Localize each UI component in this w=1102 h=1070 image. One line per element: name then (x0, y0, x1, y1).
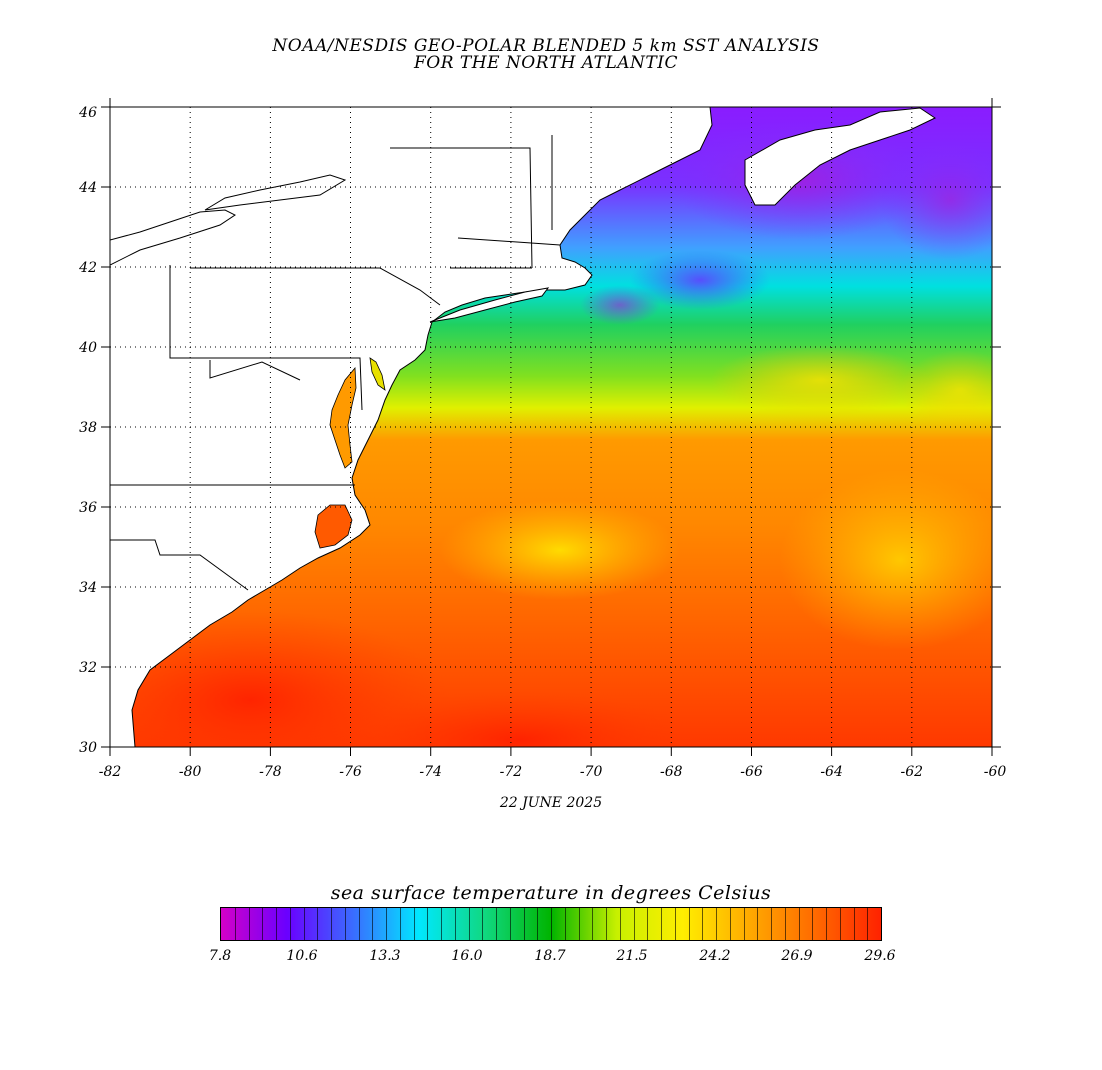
axis-ticks (101, 98, 1001, 756)
x-tick-label: -60 (984, 764, 1007, 780)
colorbar-segment-tick (839, 908, 841, 940)
colorbar (220, 907, 882, 941)
colorbar-segment-tick (427, 908, 429, 940)
sst-map: -82 -80 -78 -76 -74 -72 -70 -68 -66 -64 … (78, 98, 1007, 780)
colorbar-segment-tick (798, 908, 800, 940)
colorbar-segment-tick (234, 908, 236, 940)
nova-scotia (744, 107, 937, 206)
x-tick-label: -76 (339, 764, 362, 780)
colorbar-segment-tick (867, 908, 869, 940)
colorbar-segment-tick (523, 908, 525, 940)
x-axis-labels: -82 -80 -78 -76 -74 -72 -70 -68 -66 -64 … (99, 764, 1007, 780)
colorbar-segment-tick (537, 908, 539, 940)
colorbar-segment-tick (633, 908, 635, 940)
x-tick-label: -74 (419, 764, 442, 780)
colorbar-segment-tick (729, 908, 731, 940)
x-tick-label: -78 (259, 764, 282, 780)
colorbar-segment-tick (358, 908, 360, 940)
colorbar-label: 7.8 (208, 948, 232, 964)
y-tick-label: 38 (79, 420, 97, 436)
colorbar-segment-tick (454, 908, 456, 940)
colorbar-segment-tick (757, 908, 759, 940)
pamlico-sound (314, 504, 353, 549)
map-title-line-1: NOAA/NESDIS GEO-POLAR BLENDED 5 km SST A… (272, 36, 820, 56)
colorbar-segment-tick (276, 908, 277, 940)
y-tick-label: 40 (78, 340, 97, 356)
colorbar-segment-tick (688, 908, 690, 940)
y-tick-label: 34 (79, 580, 97, 596)
colorbar-segment-tick (661, 908, 662, 940)
y-axis-labels: 30 32 34 36 38 40 42 44 46 (78, 105, 97, 756)
state-borders (110, 135, 561, 591)
colorbar-segment-tick (386, 908, 387, 940)
y-tick-label: 42 (78, 260, 97, 276)
colorbar-label: 29.6 (864, 948, 896, 964)
colorbar-segment-tick (344, 908, 346, 940)
colorbar-segment-tick (303, 908, 305, 940)
x-tick-label: -82 (99, 764, 122, 780)
map-title-line-2: FOR THE NORTH ATLANTIC (414, 53, 678, 73)
x-tick-label: -66 (740, 764, 763, 780)
delaware-bay (369, 357, 386, 391)
colorbar-segment-tick (372, 908, 374, 940)
y-tick-label: 44 (78, 180, 97, 196)
colorbar-segment-tick (578, 908, 580, 940)
x-tick-label: -62 (901, 764, 924, 780)
analysis-date: 22 JUNE 2025 (499, 795, 603, 811)
graticule (110, 107, 992, 747)
colorbar-segment-tick (606, 908, 607, 940)
colorbar-segment-tick (826, 908, 827, 940)
y-tick-label: 32 (79, 660, 97, 676)
colorbar-segment-tick (592, 908, 594, 940)
x-tick-label: -70 (580, 764, 603, 780)
colorbar-segment-tick (482, 908, 484, 940)
colorbar-segment-tick (399, 908, 401, 940)
colorbar-label: 21.5 (616, 948, 648, 964)
x-tick-label: -72 (500, 764, 523, 780)
colorbar-segment-tick (853, 908, 855, 940)
colorbar-label: 24.2 (699, 948, 731, 964)
x-tick-label: -64 (820, 764, 843, 780)
colorbar-label: 26.9 (781, 948, 813, 964)
x-tick-label: -68 (660, 764, 683, 780)
colorbar-segment-tick (716, 908, 717, 940)
colorbar-segment-tick (702, 908, 704, 940)
colorbar-segment-tick (441, 908, 442, 940)
colorbar-segment-tick (647, 908, 649, 940)
colorbar-label: 13.3 (369, 948, 401, 964)
chesapeake-bay (329, 366, 357, 469)
colorbar-segment-tick (674, 908, 676, 940)
colorbar-segment-tick (289, 908, 291, 940)
colorbar-segment-tick (317, 908, 319, 940)
long-island (429, 287, 550, 323)
y-tick-label: 36 (79, 500, 97, 516)
colorbar-segment-tick (619, 908, 621, 940)
colorbar-title: sea surface temperature in degrees Celsi… (330, 882, 772, 904)
colorbar-segment-tick (496, 908, 497, 940)
colorbar-segment-tick (812, 908, 814, 940)
great-lakes (110, 174, 347, 266)
colorbar-segment-tick (413, 908, 415, 940)
colorbar-label: 18.7 (534, 948, 566, 964)
colorbar-segment-tick (509, 908, 511, 940)
y-tick-label: 30 (79, 740, 97, 756)
colorbar-label: 16.0 (451, 948, 483, 964)
colorbar-segment-tick (784, 908, 786, 940)
colorbar-ticks (221, 908, 881, 940)
y-tick-label: 46 (78, 105, 97, 121)
colorbar-segment-tick (771, 908, 772, 940)
x-tick-label: -80 (179, 764, 202, 780)
colorbar-segment-tick (262, 908, 264, 940)
colorbar-segment-tick (468, 908, 470, 940)
colorbar-segment-tick (564, 908, 566, 940)
colorbar-label: 10.6 (286, 948, 318, 964)
colorbar-segment-tick (248, 908, 250, 940)
colorbar-segment-tick (743, 908, 745, 940)
colorbar-segment-tick (551, 908, 552, 940)
colorbar-segment-tick (331, 908, 332, 940)
